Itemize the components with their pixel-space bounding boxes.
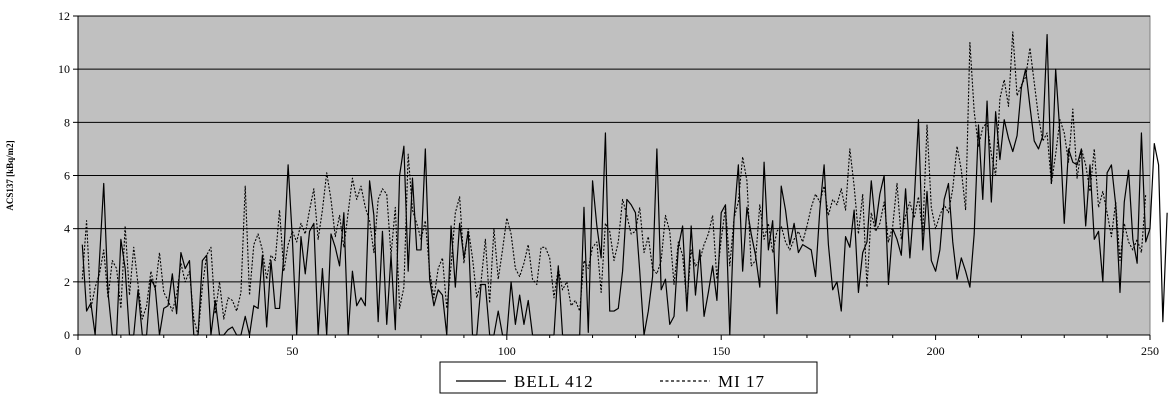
y-tick-label-10: 10 [58,62,70,76]
legend-label-mi-17: MI 17 [718,372,765,391]
legend-box [439,361,818,394]
series-layer [81,31,1168,336]
series-line-mi-17 [81,31,1147,336]
series-line-bell-412 [81,34,1168,336]
x-tick-label-50: 50 [286,344,298,358]
x-axis-ticks: 0 50 100 150 200 250 [75,335,1159,358]
y-tick-label-6: 6 [64,169,70,183]
x-tick-label-150: 150 [712,344,730,358]
x-tick-label-0: 0 [75,344,81,358]
y-tick-label-2: 2 [64,275,70,289]
y-tick-label-8: 8 [64,115,70,129]
y-tick-label-12: 12 [58,9,70,23]
x-tick-label-100: 100 [498,344,516,358]
gridlines [78,15,1150,283]
legend-label-bell-412: BELL 412 [514,372,594,391]
y-tick-label-4: 4 [64,222,70,236]
y-tick-label-0: 0 [64,328,70,342]
y-axis-ticks: 0 2 4 6 8 10 12 [58,9,78,342]
x-tick-label-200: 200 [927,344,945,358]
y-axis-label: ACS137 [kBq/m2] [5,140,15,210]
x-tick-label-250: 250 [1141,344,1159,358]
legend: BELL 412 MI 17 [439,361,818,394]
